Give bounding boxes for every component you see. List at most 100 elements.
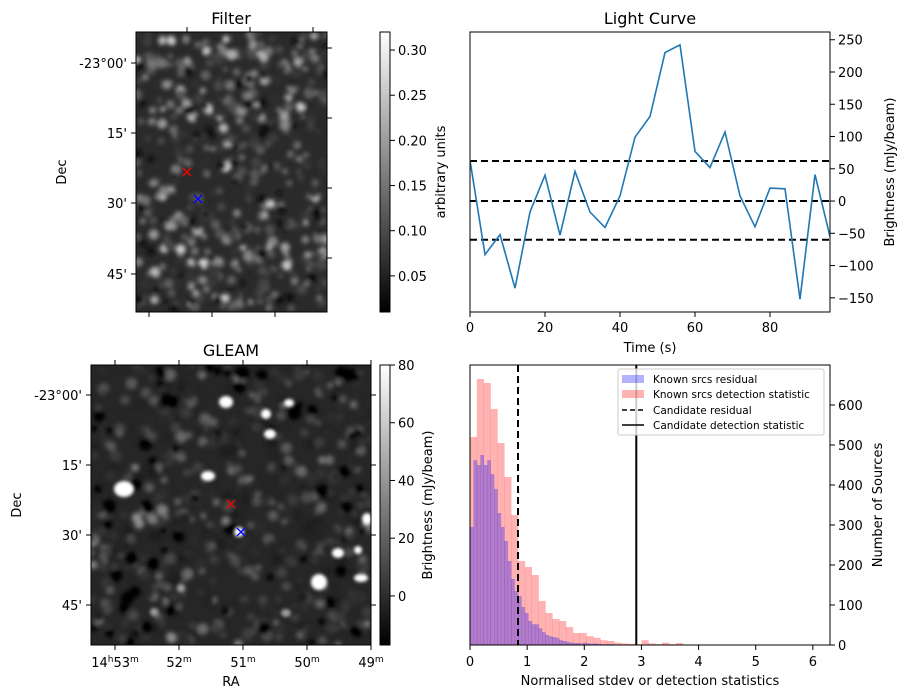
gleam-pixel-blob [180, 407, 193, 419]
filter-pixel-blob [210, 219, 221, 230]
lightcurve-ylabel: Brightness (mJy/beam) [883, 98, 898, 247]
gleam-pixel-blob [91, 511, 96, 519]
gleam-pixel-blob [304, 473, 317, 485]
gleam-pixel-blob [91, 425, 98, 432]
filter-pixel-blob [226, 49, 238, 61]
gleam-pixel-blob [285, 555, 296, 566]
gleam-pixel-blob [335, 402, 346, 412]
filter-colorbar-label: arbitrary units [434, 125, 449, 218]
gleam-pixel-blob [278, 474, 290, 486]
gleam-pixel-blob [129, 586, 141, 598]
filter-ytick-label: 45' [107, 268, 127, 283]
filter-pixel-blob [231, 143, 239, 151]
legend-label-candidate-detection: Candidate detection statistic [653, 420, 805, 432]
gleam-pixel-blob [138, 462, 151, 475]
filter-pixel-blob [302, 160, 312, 170]
gleam-pixel-blob [301, 528, 308, 535]
gleam-pixel-blob [182, 469, 191, 477]
gleam-ytick-label: 15' [62, 459, 82, 474]
filter-pixel-blob [219, 47, 229, 56]
gleam-pixel-blob [275, 433, 282, 441]
histogram-legend: Known srcs residual Known srcs detection… [617, 368, 825, 436]
gleam-pixel-blob [258, 472, 264, 478]
filter-pixel-blob [313, 61, 321, 70]
gleam-source [219, 396, 233, 408]
gleam-pixel-blob [196, 508, 204, 516]
filter-pixel-blob [309, 32, 319, 41]
gleam-pixel-blob [97, 527, 106, 536]
gleam-pixel-blob [188, 628, 196, 637]
red-cross-marker [226, 499, 236, 509]
filter-pixel-blob [164, 278, 174, 289]
gleam-pixel-blob [256, 369, 268, 381]
histogram-bar [555, 637, 560, 645]
gleam-pixel-blob [177, 451, 184, 458]
gleam-pixel-blob [247, 557, 258, 568]
gleam-pixel-blob [272, 475, 280, 483]
gleam-pixel-blob [326, 623, 337, 634]
gleam-pixel-blob [342, 598, 349, 605]
gleam-pixel-blob [246, 475, 254, 483]
filter-pixel-blob [241, 223, 249, 231]
filter-pixel-blob [147, 205, 154, 212]
gleam-image [91, 365, 371, 645]
histogram-bar [576, 643, 581, 645]
filter-pixel-blob [244, 74, 254, 84]
filter-pixel-blob [148, 216, 158, 226]
filter-pixel-blob [266, 249, 276, 258]
histogram-bar [562, 641, 567, 645]
filter-pixel-blob [139, 285, 146, 292]
gleam-pixel-blob [195, 559, 207, 571]
filter-pixel-blob [282, 168, 289, 175]
gleam-pixel-blob [93, 485, 102, 494]
gleam-pixel-blob [341, 494, 348, 501]
filter-pixel-blob [139, 100, 147, 108]
gleam-pixel-blob [189, 418, 200, 429]
filter-pixel-blob [233, 32, 242, 41]
filter-pixel-blob [322, 44, 327, 51]
filter-pixel-blob [201, 210, 209, 218]
filter-pixel-blob [169, 304, 179, 312]
gleam-pixel-blob [240, 494, 252, 506]
gleam-pixel-blob [153, 385, 159, 392]
lightcurve-threshold-lines [470, 160, 830, 241]
filter-pixel-blob [302, 151, 309, 159]
filter-pixel-blob [136, 33, 141, 41]
filter-pixel-blob [181, 233, 188, 241]
filter-pixel-blob [283, 251, 289, 257]
histogram-bar [600, 640, 608, 645]
gleam-pixel-blob [292, 603, 298, 610]
histogram-bar [614, 642, 622, 645]
gleam-pixel-blob [287, 494, 299, 506]
gleam-pixel-blob [156, 504, 169, 517]
gleam-pixel-blob [367, 436, 371, 443]
histogram-bar [548, 636, 553, 645]
filter-pixel-blob [152, 158, 162, 168]
filter-pixel-blob [209, 189, 217, 197]
gleam-pixel-blob [179, 512, 191, 524]
histogram-bar [648, 643, 656, 645]
filter-pixel-blob [158, 263, 167, 271]
filter-pixel-blob [139, 218, 146, 225]
filter-pixel-blob [239, 280, 245, 286]
histogram-bar [593, 643, 598, 645]
filter-colorbar-tick-label: 0.25 [398, 89, 427, 104]
filter-pixel-blob [222, 66, 228, 73]
gleam-pixel-blob [165, 458, 174, 467]
gleam-pixel-blob [98, 551, 108, 561]
gleam-pixel-blob [281, 581, 291, 591]
gleam-pixel-blob [297, 621, 306, 631]
gleam-pixel-blob [274, 595, 282, 603]
gleam-pixel-blob [134, 533, 142, 541]
filter-pixel-blob [175, 89, 187, 100]
filter-pixel-blob [167, 289, 176, 298]
gleam-pixel-blob [109, 449, 122, 462]
gleam-pixel-blob [224, 365, 231, 369]
gleam-pixel-blob [172, 530, 185, 543]
gleam-pixel-blob [324, 455, 334, 465]
gleam-pixel-blob [151, 583, 158, 590]
filter-pixel-blob [157, 137, 165, 145]
gleam-pixel-blob [202, 592, 215, 605]
histogram-bar [511, 515, 519, 645]
histogram-bar [504, 477, 512, 645]
